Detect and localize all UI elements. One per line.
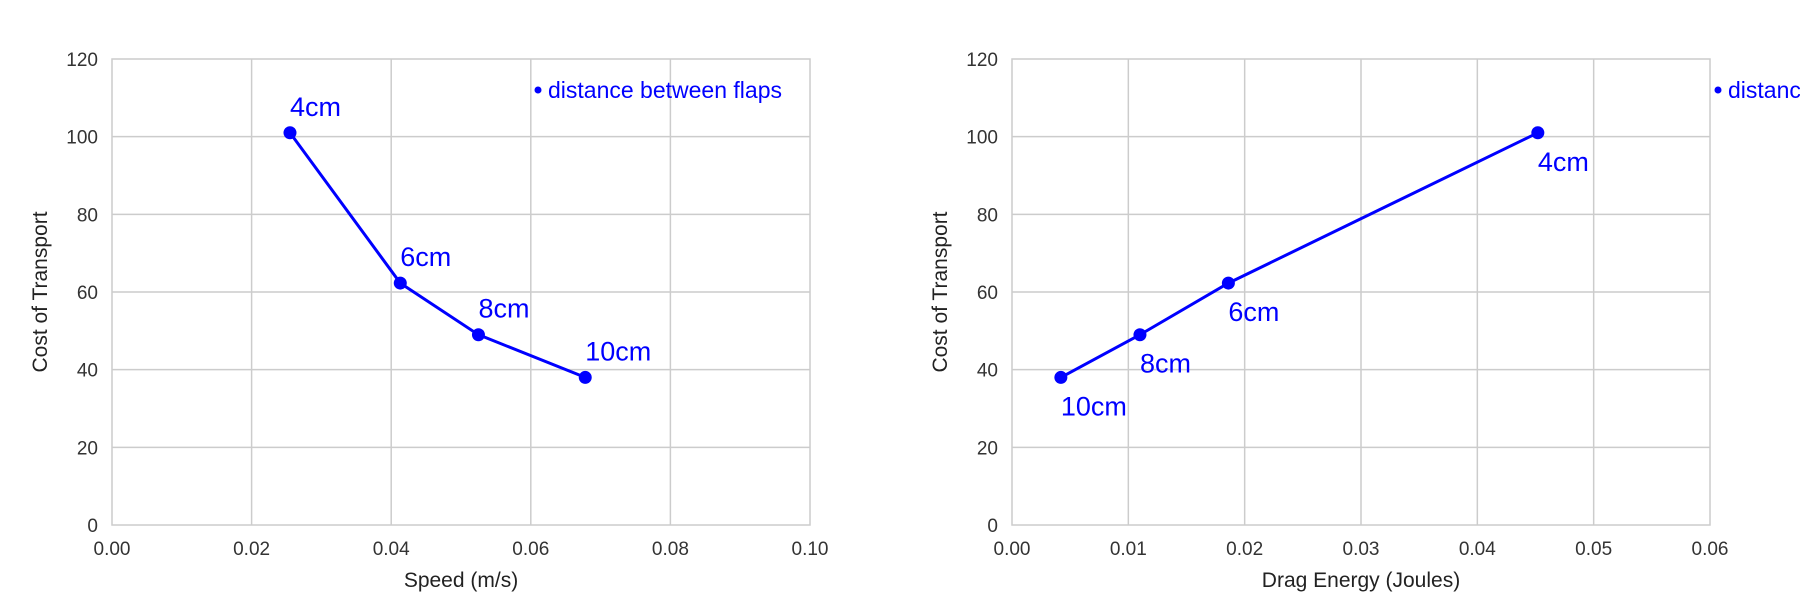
data-point — [393, 276, 407, 290]
series-distance-between-flaps: 4cm 6cm 8cm 10cm — [1054, 126, 1589, 421]
series-distance-between-flaps: 4cm 6cm 8cm 10cm — [283, 92, 651, 384]
x-tick-label: 0.03 — [1343, 539, 1380, 560]
y-tick-label: 60 — [977, 283, 998, 304]
data-point — [1221, 276, 1235, 290]
point-label: 8cm — [478, 294, 529, 324]
y-tick-label: 100 — [66, 128, 98, 149]
x-tick-label: 0.04 — [373, 539, 410, 560]
x-tick-label: 0.00 — [94, 539, 131, 560]
data-point — [1054, 370, 1068, 384]
x-tick-label: 0.00 — [994, 539, 1031, 560]
y-tick-label: 120 — [966, 50, 998, 71]
y-tick-label: 40 — [77, 361, 98, 382]
x-tick-label: 0.10 — [792, 539, 829, 560]
chart-drag-energy-vs-cost: 0.00 0.01 0.02 0.03 0.04 0.05 0.06 0 20 40 60 80 100… — [929, 50, 1800, 592]
y-tick-label: 20 — [77, 438, 98, 459]
x-tick-label: 0.02 — [233, 539, 270, 560]
y-tick-label: 120 — [66, 50, 98, 71]
data-point — [578, 370, 592, 384]
y-tick-label: 100 — [966, 128, 998, 149]
y-tick-label: 60 — [77, 283, 98, 304]
x-tick-label: 0.06 — [1692, 539, 1729, 560]
y-tick-label: 0 — [87, 516, 98, 537]
series-line — [1060, 131, 1539, 379]
plot-frame — [1011, 58, 1711, 526]
y-axis-label: Cost of Transport — [29, 211, 52, 372]
legend-label: distance between flaps — [548, 77, 782, 103]
x-tick-label: 0.05 — [1575, 539, 1612, 560]
legend-label: distance between flaps — [1728, 77, 1800, 103]
x-tick-label: 0.08 — [652, 539, 689, 560]
x-axis-label: Drag Energy (Joules) — [1262, 569, 1460, 592]
y-tick-label: 80 — [77, 205, 98, 226]
y-tick-label: 20 — [977, 438, 998, 459]
series-line — [288, 131, 586, 379]
point-label: 6cm — [1228, 297, 1279, 327]
x-tick-label: 0.04 — [1459, 539, 1496, 560]
legend-marker — [534, 86, 542, 94]
data-point — [471, 328, 485, 342]
point-label: 10cm — [1061, 391, 1127, 421]
data-point — [283, 126, 297, 140]
data-point — [1133, 328, 1147, 342]
point-label: 10cm — [585, 336, 651, 366]
y-axis-label: Cost of Transport — [929, 211, 952, 372]
point-label: 6cm — [400, 242, 451, 272]
legend: distance between flaps — [534, 77, 782, 103]
x-tick-label: 0.01 — [1110, 539, 1147, 560]
legend: distance between flaps — [1714, 77, 1800, 103]
y-tick-label: 80 — [977, 205, 998, 226]
grid-lines — [112, 59, 810, 525]
y-tick-label: 40 — [977, 361, 998, 382]
x-tick-label: 0.02 — [1226, 539, 1263, 560]
plot-frame — [111, 58, 811, 526]
data-point — [1531, 126, 1545, 140]
point-label: 4cm — [290, 92, 341, 122]
x-tick-label: 0.06 — [512, 539, 549, 560]
legend-marker — [1714, 86, 1722, 94]
tick-labels: 0.00 0.01 0.02 0.03 0.04 0.05 0.06 0 20 40 60 80 100… — [966, 50, 1728, 560]
y-tick-label: 0 — [987, 516, 998, 537]
tick-labels: 0.00 0.02 0.04 0.06 0.08 0.10 0 20 40 60 80 100 120 — [66, 50, 828, 560]
x-axis-label: Speed (m/s) — [404, 569, 518, 592]
chart-speed-vs-cost: 0.00 0.02 0.04 0.06 0.08 0.10020406080100120 … — [29, 50, 828, 592]
point-label: 4cm — [1538, 147, 1589, 177]
grid-lines — [1012, 59, 1710, 525]
point-label: 8cm — [1140, 349, 1191, 379]
